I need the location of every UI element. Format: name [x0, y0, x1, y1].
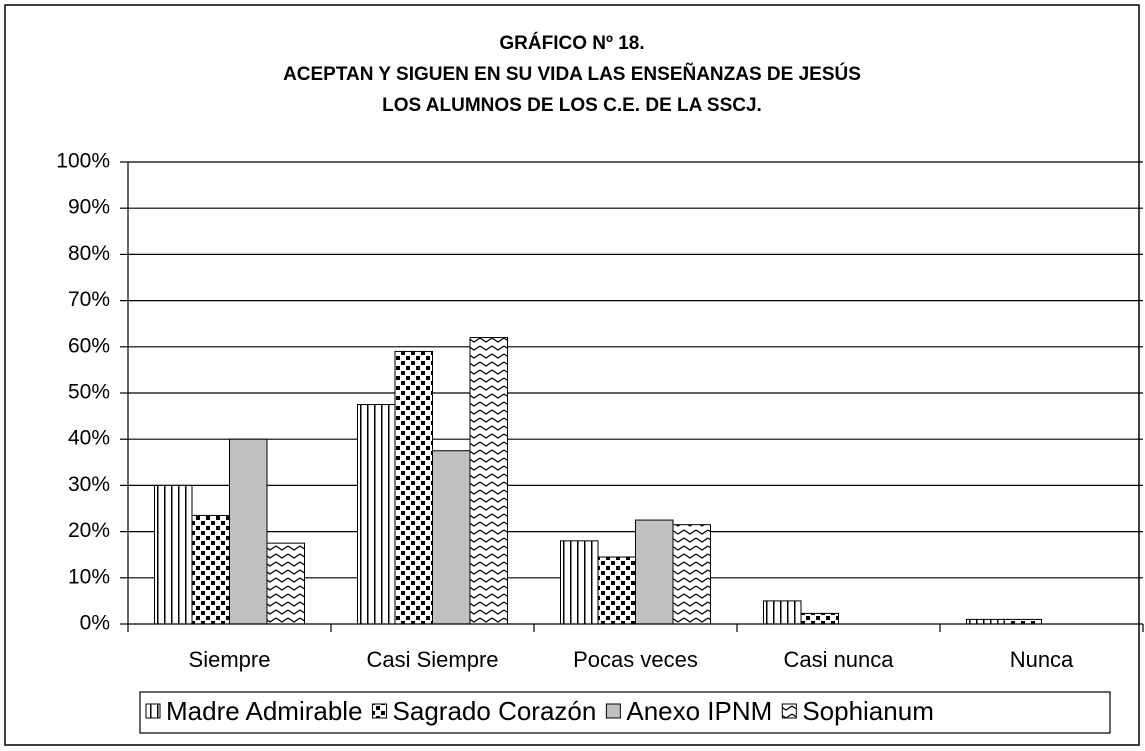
chart-title: GRÁFICO Nº 18. [499, 32, 644, 54]
legend-label: Madre Admirable [166, 696, 363, 726]
y-tick-label: 10% [68, 565, 110, 588]
bar [800, 612, 839, 625]
y-tick-label: 90% [68, 196, 110, 219]
bar [394, 350, 433, 625]
bar [763, 600, 802, 625]
legend-swatch [145, 703, 161, 719]
y-tick-label: 80% [68, 242, 110, 265]
legend-swatch [605, 703, 621, 719]
y-tick-label: 20% [68, 519, 110, 542]
bar [229, 438, 268, 625]
x-tick-label: Casi Siempre [366, 647, 498, 672]
bar [469, 337, 508, 625]
bar [966, 618, 1005, 625]
x-tick-label: Pocas veces [573, 647, 698, 672]
legend-swatch [781, 703, 797, 719]
y-tick-label: 30% [68, 473, 110, 496]
bar [191, 514, 230, 625]
x-tick-label: Nunca [1010, 647, 1074, 672]
x-tick-label: Siempre [189, 647, 271, 672]
legend-label: Anexo IPNM [626, 696, 772, 726]
bar [357, 404, 396, 625]
bar [635, 519, 674, 625]
chart-title: ACEPTAN Y SIGUEN EN SU VIDA LAS ENSEÑANZ… [283, 63, 861, 85]
bar [597, 556, 636, 625]
bar [266, 542, 305, 625]
y-tick-label: 0% [80, 612, 110, 635]
y-tick-label: 40% [68, 427, 110, 450]
bar [432, 450, 471, 625]
bar [672, 524, 711, 625]
legend-label: Sophianum [802, 696, 934, 726]
bar [1003, 618, 1042, 625]
legend-box [139, 691, 1111, 734]
x-tick-label: Casi nunca [783, 647, 894, 672]
y-tick-label: 50% [68, 381, 110, 404]
legend-swatch [372, 703, 388, 719]
y-tick-label: 100% [56, 150, 110, 173]
y-tick-label: 60% [68, 334, 110, 357]
y-tick-label: 70% [68, 288, 110, 311]
bar [154, 484, 193, 625]
bar [560, 540, 599, 625]
chart-title: LOS ALUMNOS DE LOS C.E. DE LA SSCJ. [382, 95, 762, 116]
legend-label: Sagrado Corazón [393, 696, 597, 726]
